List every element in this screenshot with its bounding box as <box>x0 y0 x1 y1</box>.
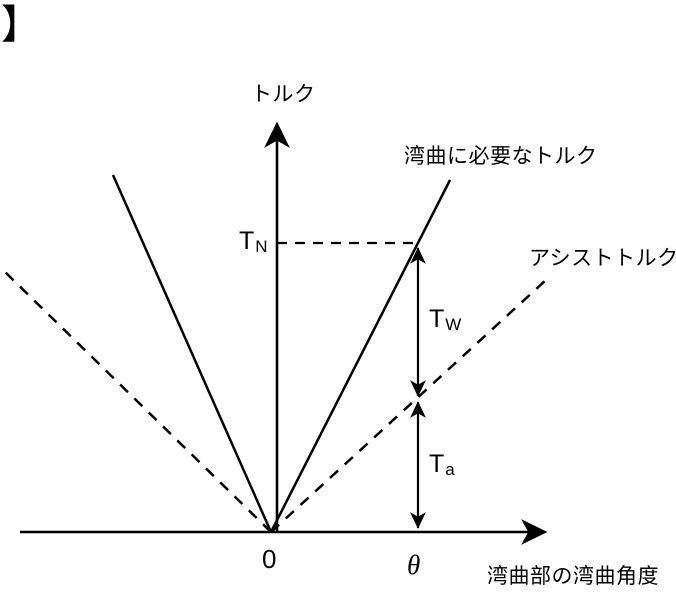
assist-torque-label: アシストトルク <box>529 248 676 269</box>
y-axis-label: トルク <box>251 84 316 105</box>
theta-tick-label: θ <box>407 552 420 579</box>
x-axis-label: 湾曲部の湾曲角度 <box>487 566 659 587</box>
tw-label-subscript: W <box>445 315 461 334</box>
tw-label: TW <box>429 307 460 332</box>
tn-label-base: T <box>239 227 254 255</box>
assist-torque-line-left <box>3 270 271 532</box>
tn-label-subscript: N <box>255 237 267 256</box>
tw-label-base: T <box>429 305 444 333</box>
assist-torque-line-right <box>271 280 546 532</box>
torque-angle-diagram <box>0 0 676 596</box>
origin-label: 0 <box>262 546 276 572</box>
bending-torque-line-right <box>271 180 450 532</box>
corner-bracket-mark: 】 <box>1 5 41 45</box>
figure-container: 】 トルク 湾曲部の湾曲角度 湾曲に必要なトルク アシストトルク TN TW T… <box>0 0 676 596</box>
ta-label-subscript: a <box>445 460 454 479</box>
ta-label-base: T <box>429 450 444 478</box>
ta-label: Ta <box>429 452 454 477</box>
tn-label: TN <box>239 229 267 254</box>
bending-torque-label: 湾曲に必要なトルク <box>404 146 598 167</box>
